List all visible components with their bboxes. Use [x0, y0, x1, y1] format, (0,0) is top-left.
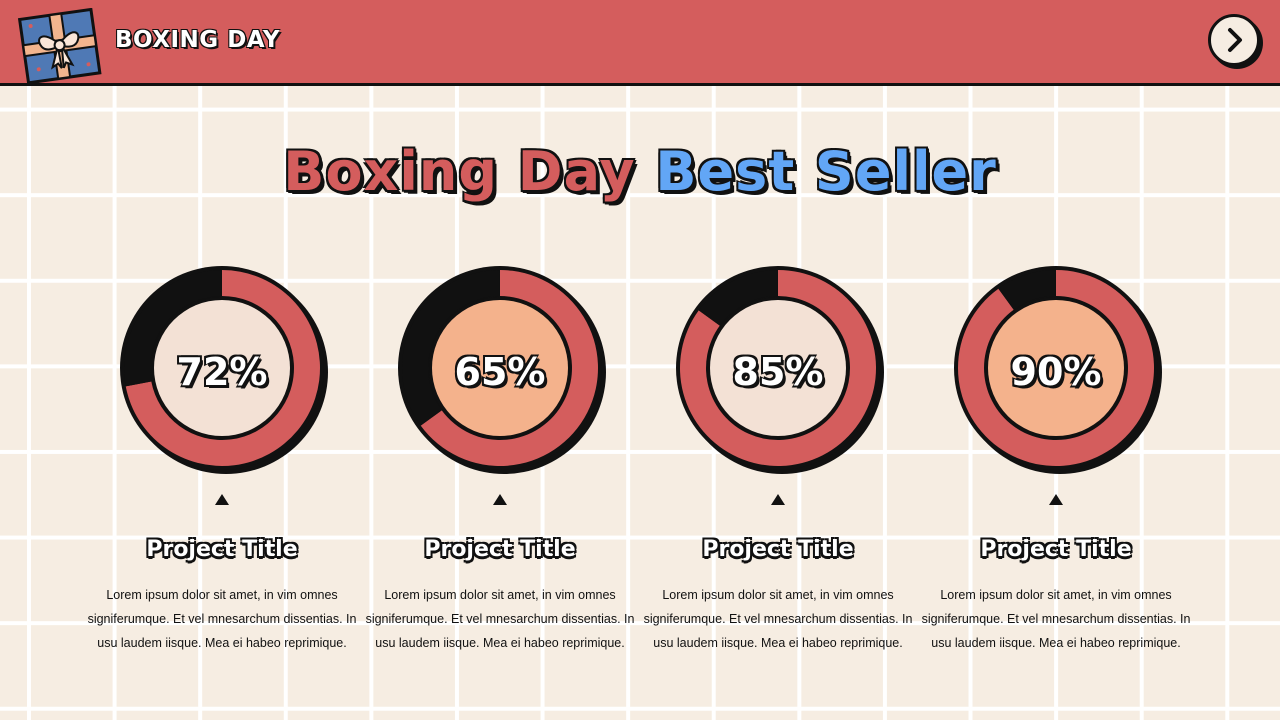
ring-remainder-arc: [402, 270, 500, 426]
triangle-marker-icon: [215, 494, 229, 505]
project-description: Lorem ipsum dolor sit amet, in vim omnes…: [643, 588, 913, 650]
page-title: Boxing Day Best Seller: [0, 140, 1280, 203]
best-seller-card: 85% Project Title Lorem ipsum dolor sit …: [643, 265, 913, 665]
ring-remainder-arc: [998, 270, 1056, 310]
percent-label: 65%: [454, 350, 546, 394]
ring-remainder-arc: [123, 270, 222, 387]
percent-label: 90%: [1010, 350, 1102, 394]
gift-box-icon: [17, 8, 102, 84]
project-title: Project Title: [980, 537, 1132, 562]
donut-chart: [676, 266, 884, 474]
project-title: Project Title: [146, 537, 298, 562]
donut-chart: [398, 266, 606, 474]
donut-chart: [120, 266, 328, 474]
project-title: Project Title: [424, 537, 576, 562]
title-part-red: Boxing Day: [283, 140, 656, 203]
ring-value-arc: [420, 270, 598, 466]
triangle-marker-icon: [1049, 494, 1063, 505]
center-disc: [988, 300, 1124, 436]
best-seller-card: 65% Project Title Lorem ipsum dolor sit …: [365, 265, 635, 665]
next-button[interactable]: [1208, 14, 1260, 66]
best-seller-card: 72% Project Title Lorem ipsum dolor sit …: [87, 265, 357, 665]
triangle-marker-icon: [493, 494, 507, 505]
chevron-right-icon: [1228, 28, 1242, 52]
center-disc: [710, 300, 846, 436]
top-bar: BOXING DAY: [0, 0, 1280, 86]
ring-remainder-arc: [698, 270, 778, 326]
project-title: Project Title: [702, 537, 854, 562]
project-description: Lorem ipsum dolor sit amet, in vim omnes…: [365, 588, 635, 650]
title-part-blue: Best Seller: [655, 140, 997, 203]
project-description: Lorem ipsum dolor sit amet, in vim omnes…: [921, 588, 1191, 650]
center-disc: [432, 300, 568, 436]
percent-label: 85%: [732, 350, 824, 394]
donut-chart: [954, 266, 1162, 474]
percent-label: 72%: [176, 350, 268, 394]
center-disc: [154, 300, 290, 436]
brand-title: BOXING DAY: [115, 27, 281, 53]
best-seller-card: 90% Project Title Lorem ipsum dolor sit …: [921, 265, 1191, 665]
project-description: Lorem ipsum dolor sit amet, in vim omnes…: [87, 588, 357, 650]
triangle-marker-icon: [771, 494, 785, 505]
